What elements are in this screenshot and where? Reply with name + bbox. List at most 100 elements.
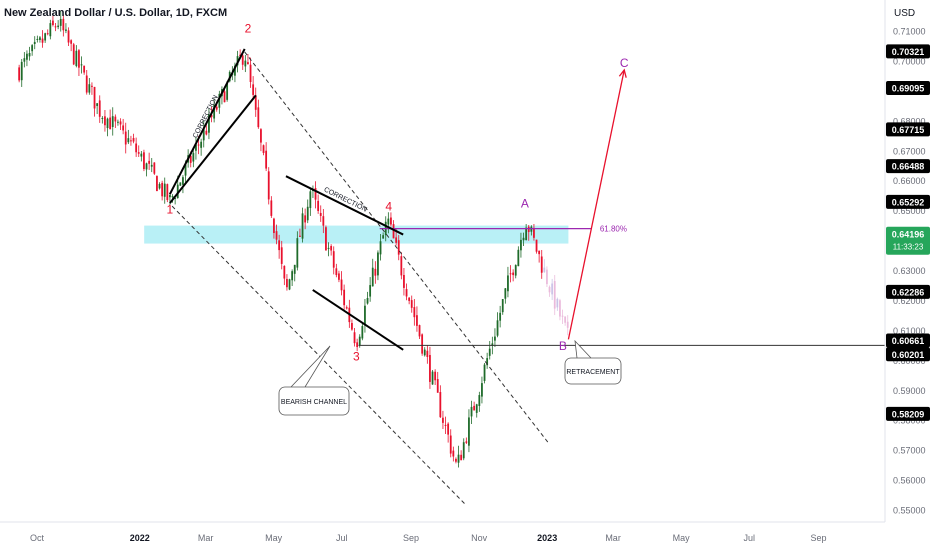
candle-body bbox=[462, 442, 465, 459]
price-axis: 0.710000.700000.690000.680000.670000.660… bbox=[884, 0, 930, 522]
price-tag: 0.69095 bbox=[892, 84, 925, 94]
x-tick-label: Jul bbox=[336, 533, 348, 543]
candle-body bbox=[109, 117, 112, 130]
candle-body bbox=[525, 227, 528, 241]
candle-body bbox=[78, 50, 80, 68]
candle-body bbox=[111, 116, 114, 127]
y-tick-label: 0.62000 bbox=[893, 296, 926, 306]
candle-body bbox=[301, 213, 304, 239]
price-tag-bg bbox=[886, 81, 930, 96]
retracement-callout-text: RETRACEMENT bbox=[566, 369, 620, 376]
candle-body bbox=[330, 246, 333, 251]
candle-body bbox=[202, 129, 205, 141]
y-tick-label: 0.63000 bbox=[893, 266, 926, 276]
candle-body bbox=[442, 417, 444, 423]
candle-body bbox=[345, 307, 348, 309]
x-tick-label: Mar bbox=[605, 533, 621, 543]
candle-body bbox=[179, 182, 182, 186]
candle-body bbox=[431, 371, 434, 385]
candle-body bbox=[426, 350, 429, 357]
candle-body bbox=[176, 184, 179, 199]
y-tick-label: 0.59000 bbox=[893, 386, 926, 396]
candle-body bbox=[163, 183, 166, 197]
candle-body bbox=[98, 100, 101, 117]
x-tick-label: Nov bbox=[471, 533, 488, 543]
wave-label-1: 1 bbox=[167, 203, 174, 217]
candle-body bbox=[267, 171, 270, 200]
x-tick-label: Mar bbox=[198, 533, 214, 543]
candle-body bbox=[361, 326, 364, 339]
candle-body bbox=[452, 450, 455, 457]
candle-body bbox=[213, 104, 216, 119]
price-tag: 0.70321 bbox=[892, 47, 925, 57]
candle-body bbox=[548, 286, 551, 293]
candle-body bbox=[410, 300, 413, 308]
candle-body bbox=[327, 247, 330, 249]
current-price-tag: 0.64196 bbox=[892, 230, 925, 240]
candle-body bbox=[460, 454, 463, 461]
candle-body bbox=[429, 355, 431, 382]
price-tag: 0.66488 bbox=[892, 162, 925, 172]
candle-body bbox=[473, 405, 476, 411]
candle-body bbox=[270, 200, 273, 216]
candle-body bbox=[197, 144, 200, 146]
price-tag-bg bbox=[886, 44, 930, 59]
candle-body bbox=[127, 138, 130, 143]
candle-body bbox=[559, 300, 561, 317]
candle-body bbox=[75, 50, 78, 67]
price-tag-bg bbox=[886, 333, 930, 348]
candle-body bbox=[439, 392, 442, 418]
candle-body bbox=[218, 93, 221, 108]
x-tick-label: Oct bbox=[30, 533, 45, 543]
candle-body bbox=[145, 163, 148, 170]
candle-body bbox=[135, 143, 138, 153]
candle-body bbox=[33, 41, 36, 45]
candle-body bbox=[455, 458, 457, 462]
candle-body bbox=[166, 184, 169, 201]
price-tag: 0.60201 bbox=[892, 350, 925, 360]
candle-body bbox=[509, 273, 512, 275]
candle-body bbox=[215, 106, 218, 110]
candle-body bbox=[257, 107, 260, 128]
candle-body bbox=[434, 371, 437, 381]
candle-body bbox=[397, 240, 400, 255]
candle-body bbox=[189, 155, 192, 163]
candle-body bbox=[124, 131, 127, 145]
candle-body bbox=[252, 84, 255, 95]
candle-body bbox=[366, 297, 369, 304]
x-tick-label: 2023 bbox=[537, 533, 557, 543]
candle-body bbox=[371, 267, 374, 287]
candle-body bbox=[158, 183, 161, 189]
candle-body bbox=[174, 197, 177, 199]
candle-body bbox=[273, 218, 275, 234]
candle-body bbox=[481, 383, 483, 397]
candle-body bbox=[140, 153, 143, 157]
candle-body bbox=[364, 305, 366, 326]
candle-body bbox=[520, 239, 522, 251]
wave-label-3: 3 bbox=[353, 349, 360, 363]
y-tick-label: 0.56000 bbox=[893, 476, 926, 486]
candle-body bbox=[44, 33, 47, 41]
fib-618-label: 61.80% bbox=[600, 225, 627, 234]
candle-body bbox=[288, 279, 291, 290]
price-tag: 0.65292 bbox=[892, 197, 925, 207]
candle-body bbox=[254, 95, 257, 110]
candle-body bbox=[91, 85, 93, 87]
candle-body bbox=[566, 321, 569, 328]
candle-body bbox=[416, 315, 418, 326]
wave-label-a: A bbox=[521, 197, 529, 211]
retracement-callout-pointer bbox=[574, 339, 592, 359]
candle-body bbox=[54, 26, 57, 28]
candle-body bbox=[332, 251, 335, 268]
candle-body bbox=[317, 200, 320, 211]
candle-body bbox=[478, 395, 481, 407]
candle-body bbox=[169, 195, 171, 198]
candle-body bbox=[299, 235, 301, 237]
candle-body bbox=[546, 269, 548, 285]
candle-body bbox=[553, 281, 556, 309]
candle-body bbox=[465, 441, 468, 443]
candle-body bbox=[512, 272, 515, 276]
candle-body bbox=[314, 188, 317, 200]
candle-body bbox=[390, 217, 392, 225]
